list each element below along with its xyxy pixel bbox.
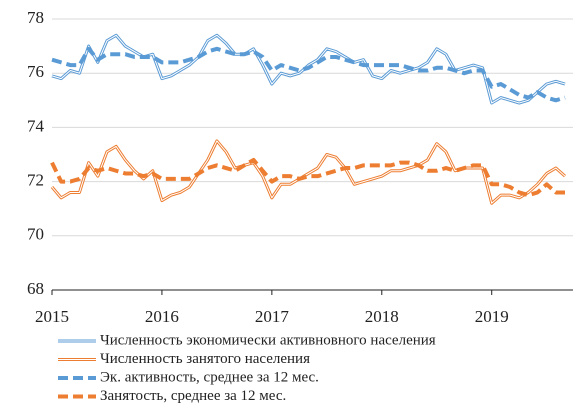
y-tick-label: 70 [27, 225, 44, 244]
y-tick-label: 68 [27, 279, 44, 298]
x-tick-label: 2018 [365, 307, 399, 326]
legend-label: Численность занятого населения [100, 351, 310, 367]
legend-label: Численность экономически активновного на… [100, 332, 436, 348]
x-tick-label: 2019 [475, 307, 509, 326]
series-line-inner [51, 34, 566, 104]
x-tick-label: 2015 [35, 307, 69, 326]
y-tick-label: 72 [27, 171, 44, 190]
y-tick-label: 74 [27, 116, 45, 135]
series-line [50, 157, 565, 198]
series-line-inner [51, 140, 566, 204]
series-line [51, 46, 566, 103]
legend-label: Занятость, среднее за 12 мес. [100, 388, 286, 404]
x-tick-label: 2016 [145, 307, 179, 326]
y-tick-label: 76 [27, 62, 44, 81]
legend-label: Эк. активность, среднее за 12 мес. [100, 369, 319, 385]
x-tick-label: 2017 [255, 307, 290, 326]
y-tick-label: 78 [27, 8, 44, 27]
